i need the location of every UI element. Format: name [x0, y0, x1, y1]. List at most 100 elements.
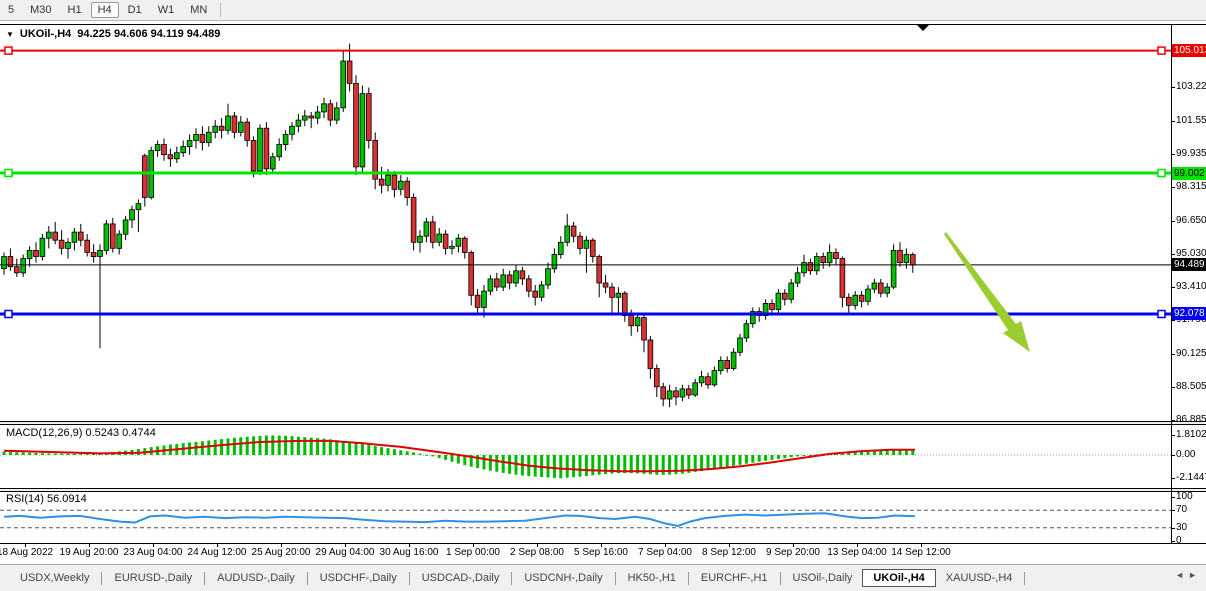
timeframe-button-5[interactable]: 5 [8, 4, 15, 16]
time-tick-label: 2 Sep 08:00 [510, 547, 564, 558]
chart-tab-usdcad-daily[interactable]: USDCAD-,Daily [421, 572, 500, 584]
candle-body [122, 219, 129, 235]
macd-histogram-bar [872, 450, 876, 455]
timeframe-button-d1[interactable]: D1 [127, 4, 142, 16]
price-tick-label: 90.125 [1176, 348, 1206, 359]
candle-body [846, 296, 852, 306]
tab-separator [101, 571, 103, 585]
candle-body [186, 140, 193, 147]
candle-body [903, 254, 910, 264]
candle-body [647, 339, 654, 369]
price-tick-label: 103.220 [1176, 81, 1206, 92]
rsi-label: RSI(14) 56.0914 [6, 493, 87, 505]
line-handle[interactable] [4, 168, 13, 178]
candle-body [13, 266, 20, 274]
macd-histogram-bar [66, 453, 70, 455]
chart-tab-usoil-daily[interactable]: USOil-,Daily [792, 572, 853, 584]
candle-body [532, 290, 538, 298]
time-tick-label: 23 Aug 04:00 [123, 547, 183, 558]
tab-scroll-left-icon[interactable]: ◄ [1175, 570, 1189, 580]
timeframe-button-w1[interactable]: W1 [157, 4, 175, 16]
time-tick [665, 543, 666, 547]
timeframe-button-h4[interactable]: H4 [90, 2, 119, 18]
timeframe-button-mn[interactable]: MN [190, 4, 208, 16]
macd-histogram-bar [578, 455, 582, 477]
macd-histogram-bar [47, 453, 51, 455]
candle-body [820, 256, 826, 263]
chart-tab-audusd-daily[interactable]: AUDUSD-,Daily [217, 572, 295, 584]
macd-histogram-bar [92, 453, 96, 455]
timeframe-toolbar: 5 M30 H1 H4 D1 W1 MN [0, 0, 1206, 21]
line-handle[interactable] [1157, 168, 1166, 178]
timeframe-button-m30[interactable]: M30 [30, 4, 52, 16]
chart-tab-eurchf-h1[interactable]: EURCHF-,H1 [700, 572, 768, 584]
trend-arrow-object[interactable] [944, 232, 1030, 352]
candle-body [500, 274, 506, 288]
macd-histogram-bar [322, 438, 326, 455]
candle-body [526, 278, 532, 292]
tab-scroll-right-icon[interactable]: ► [1188, 570, 1201, 580]
candle-body [455, 237, 462, 247]
macd-histogram-bar [904, 449, 908, 455]
pane-splitter-rsi[interactable] [0, 488, 1206, 492]
candle-body [878, 282, 884, 294]
macd-histogram-bar [2, 451, 6, 455]
candle-body [468, 252, 474, 296]
candle-body [436, 233, 442, 243]
macd-indicator-pane[interactable] [0, 425, 1171, 488]
time-tick [473, 543, 474, 547]
price-tick-label: 96.650 [1176, 215, 1206, 226]
macd-histogram-bar [488, 455, 492, 471]
axis-tick [1171, 420, 1175, 421]
macd-histogram-bar [783, 455, 787, 459]
axis-tick [1171, 320, 1175, 321]
macd-histogram-bar [853, 451, 857, 455]
line-handle[interactable] [1157, 46, 1166, 55]
timeframe-button-h1[interactable]: H1 [67, 4, 82, 16]
macd-histogram-bar [463, 455, 467, 466]
candle-body [577, 235, 583, 249]
macd-histogram-bar [21, 452, 25, 455]
macd-histogram-bar [367, 445, 371, 455]
chart-tab-usdcnh-daily[interactable]: USDCNH-,Daily [524, 572, 603, 584]
one-click-trading-collapse-icon[interactable]: ▼ [6, 29, 14, 39]
candle-body [276, 144, 282, 158]
macd-histogram-bar [348, 441, 352, 455]
macd-histogram-bar [405, 451, 409, 455]
macd-histogram-bar [85, 453, 89, 455]
rsi-indicator-pane[interactable] [0, 492, 1171, 543]
macd-histogram-bar [271, 435, 275, 455]
candle-body [20, 258, 26, 274]
chart-shift-marker-icon[interactable] [917, 25, 929, 31]
candle-body [391, 174, 398, 190]
macd-histogram-bar [450, 455, 454, 462]
candle-body [110, 223, 116, 249]
main-price-chart[interactable] [0, 24, 1171, 421]
chart-tab-ukoil-h4[interactable]: UKOil-,H4 [862, 569, 936, 587]
chart-tab-eurusd-daily[interactable]: EURUSD-,Daily [114, 572, 193, 584]
macd-axis-label: 0.00 [1176, 449, 1196, 460]
chart-tab-usdchf-daily[interactable]: USDCHF-,Daily [319, 572, 397, 584]
line-handle[interactable] [4, 46, 13, 55]
macd-histogram-bar [399, 450, 403, 455]
axis-tick [1171, 287, 1175, 288]
time-tick-label: 5 Sep 16:00 [574, 547, 628, 558]
line-handle[interactable] [4, 309, 13, 319]
candle-body [282, 133, 289, 145]
macd-histogram-bar [610, 455, 614, 474]
pane-splitter-macd[interactable] [0, 421, 1206, 425]
chart-tab-usdx-weekly[interactable]: USDX,Weekly [20, 572, 90, 584]
macd-histogram-bar [885, 449, 889, 455]
chart-tab-hk50-h1[interactable]: HK50-,H1 [627, 572, 676, 584]
rsi-axis-label: 30 [1176, 522, 1188, 533]
line-handle[interactable] [1157, 309, 1166, 319]
macd-histogram-bar [680, 455, 684, 474]
candle-body [218, 125, 225, 131]
macd-histogram-bar [751, 455, 755, 463]
time-tick-label: 19 Aug 20:00 [59, 547, 119, 558]
candle-body [167, 154, 174, 160]
candle-body [628, 315, 634, 327]
macd-histogram-bar [309, 437, 313, 455]
chart-tab-xauusd-h4[interactable]: XAUUSD-,H4 [945, 572, 1013, 584]
macd-histogram-bar [328, 439, 332, 455]
